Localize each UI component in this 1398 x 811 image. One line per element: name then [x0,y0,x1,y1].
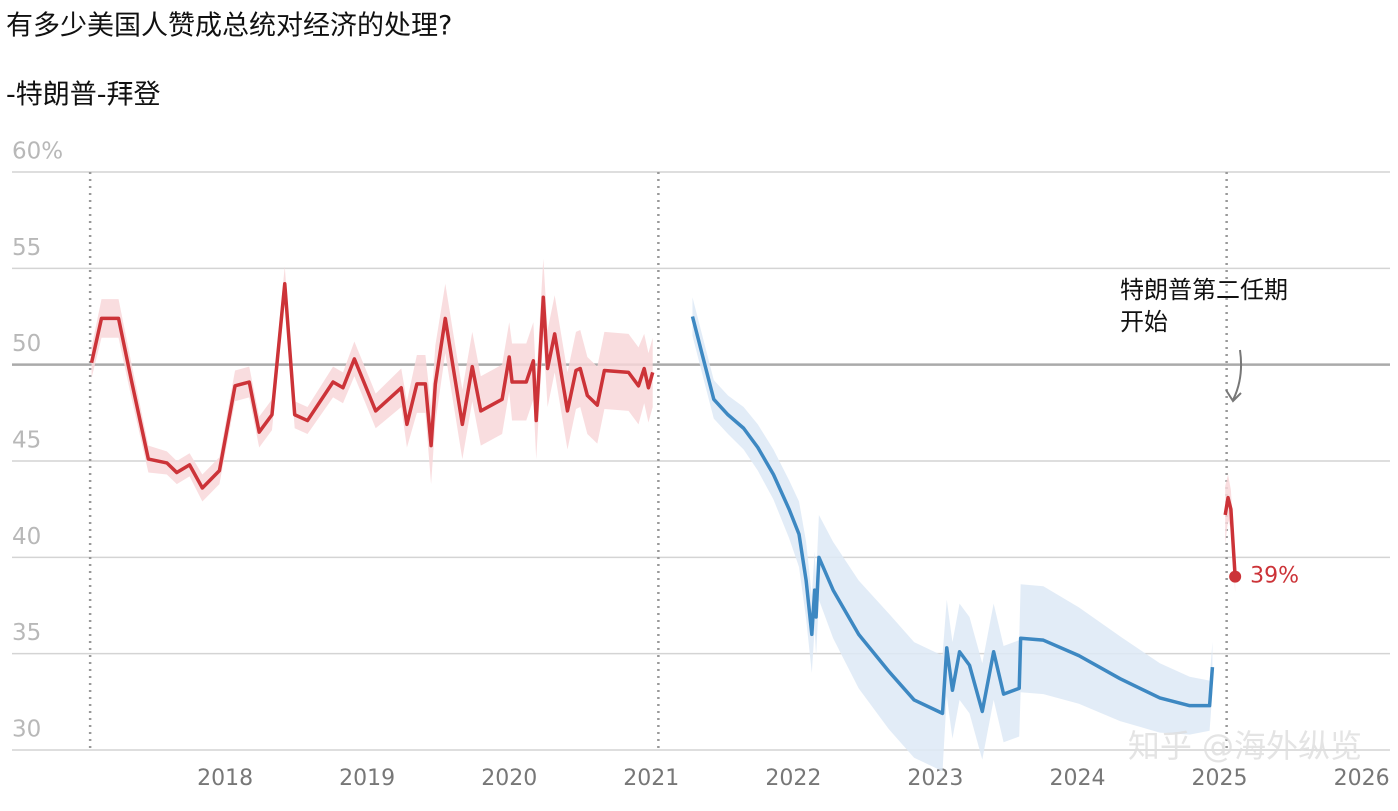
chart-title: 有多少美国人赞成总统对经济的处理? [6,11,452,42]
x-tick-label: 2024 [1049,766,1105,791]
y-tick-label: 60% [12,139,63,165]
end-point [1229,570,1242,583]
annotation: 特朗普第二任期 [1120,276,1288,304]
y-tick-label: 45 [12,428,41,454]
watermark: 知乎 @海外纵览 [1128,727,1362,765]
data-label: 39% [1250,564,1299,589]
x-tick-label: 2025 [1192,766,1248,791]
x-tick-label: 2018 [197,766,253,791]
x-tick-label: 2026 [1334,766,1390,791]
x-tick-label: 2023 [907,766,963,791]
x-tick-label: 2020 [481,766,537,791]
x-tick-label: 2019 [339,766,395,791]
plot-area: 30 35 40 45 50 55 60% 2018 2019 2020 2021 2022 2023 2… [12,139,1390,791]
x-tick-label: 2022 [765,766,821,791]
data-line [690,316,1215,716]
y-tick-label: 35 [12,620,41,646]
chart-subtitle: -特朗普-拜登 [6,80,161,111]
x-tick-label: 2021 [623,766,679,791]
annotation: 开始 [1120,308,1168,336]
confidence-band [91,258,653,502]
y-tick-label: 30 [12,717,41,743]
data-line [1223,495,1237,577]
annotation-arrow [1225,349,1243,403]
y-tick-label: 55 [12,235,41,261]
y-tick-label: 50 [12,331,41,357]
y-tick-label: 40 [12,524,41,550]
data-line [89,281,655,490]
confidence-band [692,297,1213,772]
